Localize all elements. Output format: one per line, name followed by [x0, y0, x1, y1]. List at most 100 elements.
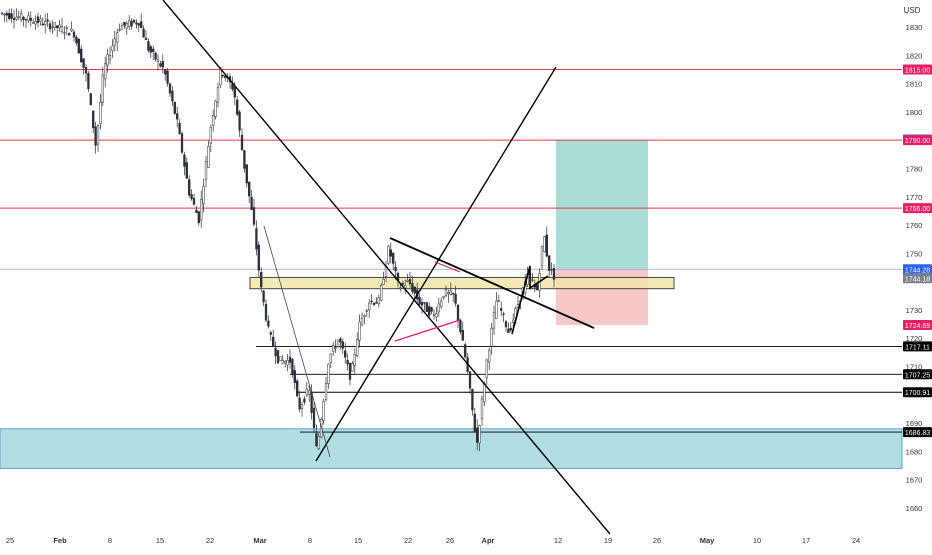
candle	[113, 30, 116, 52]
candle-body	[348, 362, 352, 380]
candle	[298, 390, 301, 413]
candle	[240, 128, 244, 151]
candle	[531, 272, 534, 282]
candle-body	[202, 186, 205, 204]
candle	[48, 20, 52, 33]
candle-body	[456, 304, 460, 321]
candle	[492, 305, 496, 335]
candle	[540, 245, 544, 270]
candle	[288, 349, 292, 369]
candle-body	[39, 18, 42, 22]
candle	[20, 9, 23, 23]
candle	[197, 210, 200, 226]
candle-body	[22, 16, 25, 20]
candle	[461, 321, 464, 341]
candle	[440, 297, 443, 309]
candle-body	[248, 181, 251, 197]
candle-body	[192, 198, 196, 205]
price-level-tag-bg	[903, 135, 932, 146]
candle	[132, 19, 136, 24]
candle	[351, 361, 354, 372]
zones-layer	[0, 68, 903, 469]
candle	[245, 164, 248, 188]
candle-body	[399, 287, 402, 289]
candle	[468, 370, 472, 394]
candle-body	[281, 360, 284, 364]
candle-body	[545, 234, 548, 257]
candle-body	[430, 307, 433, 312]
candle-body	[92, 110, 95, 129]
candle-body	[29, 18, 32, 21]
candle	[473, 407, 476, 434]
candle	[3, 13, 6, 22]
candle	[32, 18, 35, 24]
candle	[432, 309, 436, 320]
candle-body	[332, 345, 335, 352]
candle	[291, 357, 294, 378]
candle-body	[183, 154, 186, 167]
candle-body	[536, 284, 539, 291]
price-tick-label: 1670	[906, 476, 923, 485]
candle	[300, 401, 304, 417]
candle	[92, 110, 95, 134]
candle	[308, 385, 311, 402]
candle	[27, 11, 30, 23]
candle-body	[168, 83, 172, 94]
candle-body	[257, 244, 260, 271]
candle	[471, 388, 474, 416]
candle-body	[238, 111, 241, 131]
candle-body	[142, 28, 145, 38]
candle-body	[269, 332, 272, 335]
price-level-tag-text: 1686.83	[905, 430, 930, 437]
candle	[152, 45, 155, 61]
time-axis: 25 Feb 8 15 22 Mar 8 15 22 26 Apr 12 19 26 May 10 17 24	[6, 536, 860, 545]
time-tick-label: 22	[206, 536, 214, 545]
candle-body	[154, 52, 157, 60]
candle-body	[120, 25, 124, 30]
candle	[452, 292, 455, 303]
candle	[315, 424, 318, 447]
candle-body	[260, 272, 263, 288]
candle-body	[128, 20, 131, 27]
candle	[202, 178, 205, 213]
candle-body	[432, 313, 436, 316]
candle-body	[315, 433, 318, 447]
candle	[504, 320, 508, 332]
price-level-tag-bg	[903, 341, 932, 352]
candle	[183, 151, 186, 176]
candle	[53, 22, 56, 31]
candle-body	[387, 246, 390, 264]
candle-body	[303, 398, 306, 403]
candle-body	[106, 54, 109, 66]
price-level-tag-bg	[903, 264, 932, 275]
price-tick-label: 1830	[906, 23, 923, 32]
candle-body	[245, 164, 248, 184]
candle-body	[60, 26, 64, 32]
candle-body	[221, 75, 224, 77]
price-level-tag-bg	[903, 427, 932, 438]
candle	[180, 131, 184, 155]
candle-body	[286, 360, 289, 366]
price-level-tag: 1686.83	[903, 427, 932, 438]
candle-body	[10, 13, 13, 19]
candle-body	[32, 22, 35, 24]
candle	[293, 365, 296, 390]
candle-body	[394, 266, 397, 272]
candle-body	[428, 306, 431, 316]
candle-body	[418, 296, 421, 305]
candle-body	[425, 302, 428, 312]
candle	[380, 283, 383, 302]
candle-body	[435, 313, 438, 318]
price-level-tag-text: 1700.91	[905, 390, 930, 397]
resistance-box	[249, 276, 675, 290]
candle	[96, 124, 100, 153]
candle-body	[132, 19, 136, 23]
candle-body	[176, 113, 179, 120]
candle	[156, 54, 160, 71]
candle-body	[123, 21, 126, 26]
candle	[377, 294, 380, 308]
time-tick-label: 15	[156, 536, 164, 545]
candle	[195, 205, 198, 213]
candle-body	[540, 246, 544, 266]
